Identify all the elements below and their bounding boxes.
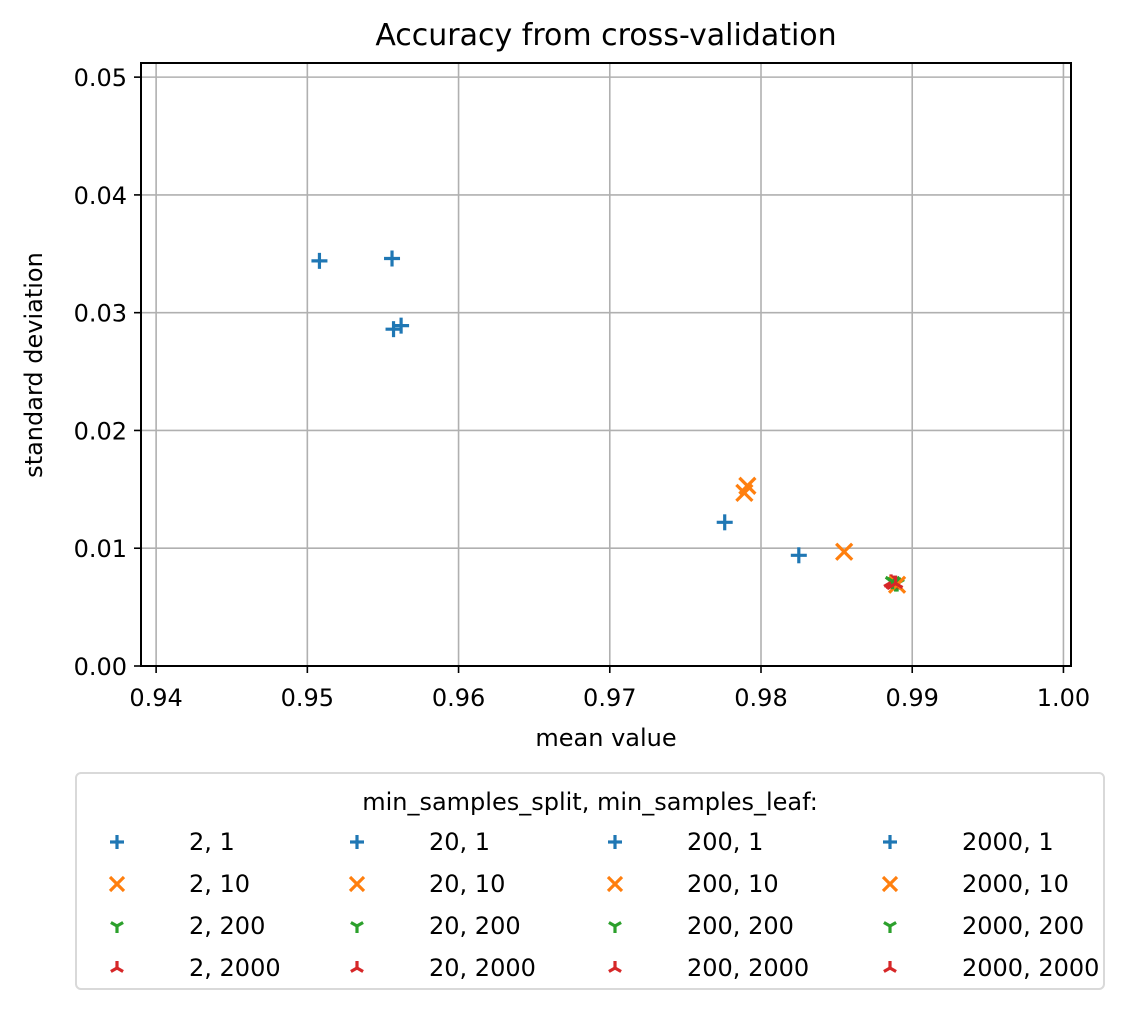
legend-marker-glyph: [350, 835, 364, 849]
legend-marker: [348, 875, 366, 893]
data-point: [835, 542, 854, 561]
legend-marker-glyph: [608, 835, 622, 849]
y-tick-label: 0.02: [74, 417, 127, 445]
legend-marker-glyph: [608, 921, 622, 933]
x-tick-label: 0.98: [734, 684, 787, 712]
legend-marker-glyph: [883, 921, 897, 933]
legend-label: 200, 200: [687, 912, 794, 940]
x-tick-label: 1.00: [1037, 684, 1090, 712]
data-point: [738, 476, 757, 495]
legend-marker-glyph: [881, 875, 899, 893]
legend-marker: [608, 921, 622, 933]
legend-marker-glyph: [606, 875, 624, 893]
legend-item: 2, 1: [101, 822, 235, 862]
x-tick-label: 0.96: [432, 684, 485, 712]
legend-label: 2, 1: [189, 828, 235, 856]
data-point: [716, 514, 733, 531]
legend-marker-glyph: [350, 961, 364, 973]
legend-marker: [883, 921, 897, 933]
data-point: [385, 321, 402, 338]
legend-item: 2000, 2000: [874, 948, 1099, 988]
scatter-chart: Accuracy from cross-validation 0.94 0.95 0…: [20, 18, 1091, 752]
x-axis-label: mean value: [535, 724, 676, 752]
legend-marker: [350, 961, 364, 973]
grid-lines: [141, 63, 1071, 667]
legend-marker: [108, 875, 126, 893]
y-tick-label: 0.00: [74, 653, 127, 681]
legend-item: 20, 2000: [341, 948, 536, 988]
legend-label: 2, 2000: [189, 954, 281, 982]
y-tick-label: 0.05: [74, 64, 127, 92]
data-point: [384, 250, 401, 267]
legend-marker-glyph: [348, 875, 366, 893]
legend-item: 20, 1: [341, 822, 490, 862]
legend-marker: [608, 961, 622, 973]
legend-marker-glyph: [608, 961, 622, 973]
data-point: [393, 317, 410, 334]
legend-item: 2, 10: [101, 864, 250, 904]
legend-item: 2, 2000: [101, 948, 281, 988]
legend-item: 20, 200: [341, 906, 521, 946]
legend-marker: [110, 835, 124, 849]
legend: min_samples_split, min_samples_leaf: 2, …: [75, 772, 1105, 990]
legend-label: 20, 2000: [429, 954, 536, 982]
legend-item: 2000, 10: [874, 864, 1069, 904]
x-tick-label: 0.99: [886, 684, 939, 712]
y-tick-label: 0.01: [74, 535, 127, 563]
legend-marker: [608, 835, 622, 849]
data-points: [311, 250, 907, 594]
legend-item: 200, 200: [599, 906, 794, 946]
legend-label: 20, 10: [429, 870, 506, 898]
legend-label: 2, 10: [189, 870, 251, 898]
legend-label: 200, 10: [687, 870, 779, 898]
legend-marker: [350, 835, 364, 849]
legend-item: 2, 200: [101, 906, 265, 946]
legend-label: 2000, 2000: [962, 954, 1100, 982]
legend-label: 2000, 200: [962, 912, 1085, 940]
legend-item: 200, 1: [599, 822, 763, 862]
legend-item: 2000, 1: [874, 822, 1054, 862]
legend-item: 20, 10: [341, 864, 505, 904]
data-point: [887, 575, 904, 589]
x-tick-label: 0.94: [129, 684, 182, 712]
legend-marker-glyph: [883, 961, 897, 973]
legend-label: 20, 1: [429, 828, 491, 856]
legend-label: 2000, 1: [962, 828, 1054, 856]
legend-marker-glyph: [110, 961, 124, 973]
legend-label: 2000, 10: [962, 870, 1069, 898]
legend-marker: [110, 921, 124, 933]
legend-marker-glyph: [108, 875, 126, 893]
axis-ticks: 0.94 0.95 0.96 0.97 0.98 0.99 1.00 0.00 0.01 0.02…: [74, 64, 1091, 712]
data-point: [311, 252, 328, 269]
x-tick-label: 0.95: [281, 684, 334, 712]
legend-item: 200, 10: [599, 864, 779, 904]
plot-frame: [140, 62, 1072, 667]
data-point: [790, 547, 807, 564]
y-tick-label: 0.04: [74, 182, 127, 210]
legend-label: 200, 2000: [687, 954, 810, 982]
y-axis-label: standard deviation: [20, 252, 48, 478]
legend-marker: [883, 835, 897, 849]
legend-label: 20, 200: [429, 912, 521, 940]
legend-marker-glyph: [883, 835, 897, 849]
legend-marker-glyph: [350, 921, 364, 933]
chart-title: Accuracy from cross-validation: [375, 18, 836, 53]
legend-item: 200, 2000: [599, 948, 809, 988]
legend-marker: [350, 921, 364, 933]
x-tick-label: 0.97: [583, 684, 636, 712]
legend-marker-glyph: [110, 921, 124, 933]
legend-marker-glyph: [110, 835, 124, 849]
legend-label: 200, 1: [687, 828, 764, 856]
legend-marker: [881, 875, 899, 893]
legend-item: 2000, 200: [874, 906, 1084, 946]
y-tick-label: 0.03: [74, 300, 127, 328]
legend-label: 2, 200: [189, 912, 266, 940]
legend-marker: [606, 875, 624, 893]
legend-marker: [883, 961, 897, 973]
legend-title: min_samples_split, min_samples_leaf:: [362, 788, 818, 816]
legend-marker: [110, 961, 124, 973]
